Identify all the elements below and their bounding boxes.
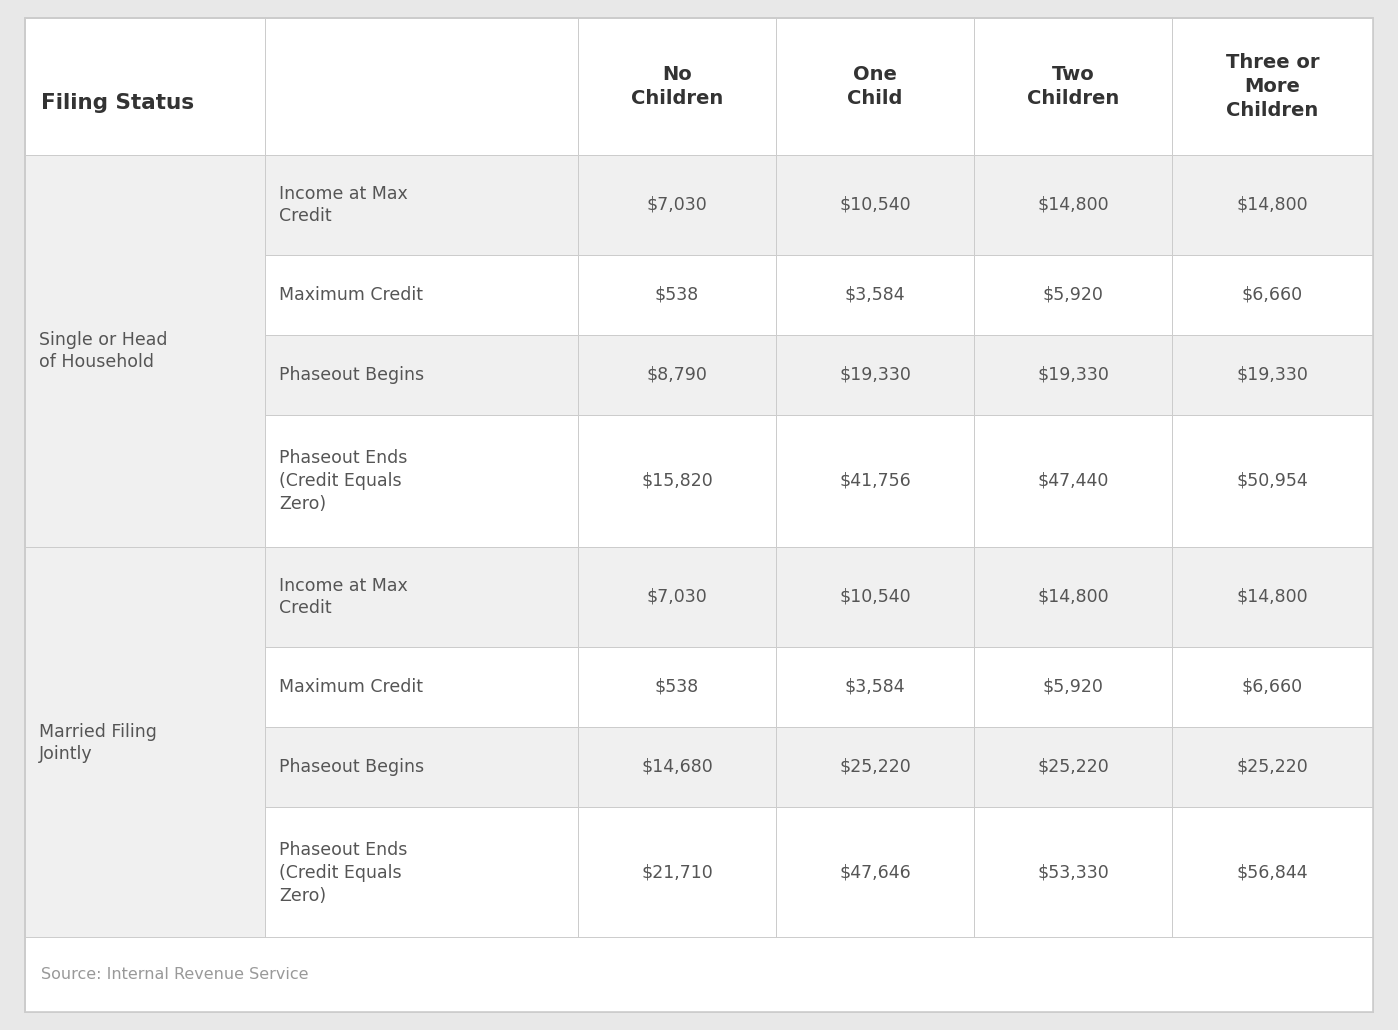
Bar: [577, 727, 776, 806]
Text: $15,820: $15,820: [642, 472, 713, 490]
Text: $21,710: $21,710: [642, 864, 713, 882]
Bar: [974, 18, 1172, 154]
Bar: [776, 547, 974, 647]
Bar: [974, 547, 1172, 647]
Bar: [266, 806, 577, 939]
Text: Married Filing
Jointly: Married Filing Jointly: [39, 723, 157, 763]
Text: $50,954: $50,954: [1237, 472, 1309, 490]
Bar: [1172, 154, 1373, 255]
Text: $538: $538: [654, 286, 699, 304]
Text: Three or
More
Children: Three or More Children: [1226, 54, 1320, 119]
Text: $47,440: $47,440: [1037, 472, 1109, 490]
Bar: [1172, 647, 1373, 727]
Text: $5,920: $5,920: [1043, 286, 1103, 304]
Bar: [577, 547, 776, 647]
Text: $14,800: $14,800: [1237, 588, 1309, 606]
Text: $53,330: $53,330: [1037, 864, 1109, 882]
Text: Single or Head
of Household: Single or Head of Household: [39, 331, 168, 372]
Bar: [974, 647, 1172, 727]
Text: Phaseout Ends
(Credit Equals
Zero): Phaseout Ends (Credit Equals Zero): [280, 449, 407, 513]
Bar: [266, 335, 577, 415]
Bar: [577, 335, 776, 415]
Text: Phaseout Begins: Phaseout Begins: [280, 758, 424, 776]
Text: $8,790: $8,790: [646, 366, 707, 384]
Text: $6,660: $6,660: [1241, 286, 1303, 304]
Bar: [266, 547, 577, 647]
Text: $7,030: $7,030: [647, 196, 707, 214]
Bar: [974, 727, 1172, 806]
Bar: [776, 18, 974, 154]
Text: $19,330: $19,330: [839, 366, 911, 384]
Bar: [776, 647, 974, 727]
Bar: [974, 335, 1172, 415]
Bar: [1172, 415, 1373, 547]
Bar: [266, 18, 577, 154]
Bar: [25, 154, 266, 547]
Bar: [266, 647, 577, 727]
Text: Income at Max
Credit: Income at Max Credit: [280, 184, 408, 226]
Text: $10,540: $10,540: [839, 196, 911, 214]
Text: $3,584: $3,584: [844, 286, 906, 304]
Bar: [266, 415, 577, 547]
Bar: [974, 415, 1172, 547]
Bar: [577, 18, 776, 154]
Text: Maximum Credit: Maximum Credit: [280, 678, 424, 696]
Text: Filing Status: Filing Status: [41, 93, 194, 113]
Text: $14,680: $14,680: [642, 758, 713, 776]
Text: Income at Max
Credit: Income at Max Credit: [280, 577, 408, 617]
Text: $6,660: $6,660: [1241, 678, 1303, 696]
Bar: [25, 547, 266, 939]
Bar: [776, 415, 974, 547]
Bar: [266, 727, 577, 806]
Bar: [974, 154, 1172, 255]
Bar: [776, 335, 974, 415]
Bar: [1172, 255, 1373, 335]
Bar: [25, 18, 1373, 154]
Text: $14,800: $14,800: [1037, 588, 1109, 606]
Text: Maximum Credit: Maximum Credit: [280, 286, 424, 304]
Text: $19,330: $19,330: [1037, 366, 1109, 384]
Text: $7,030: $7,030: [647, 588, 707, 606]
Bar: [577, 154, 776, 255]
Text: $25,220: $25,220: [1037, 758, 1109, 776]
Text: One
Child: One Child: [847, 65, 903, 108]
Bar: [266, 154, 577, 255]
Text: $538: $538: [654, 678, 699, 696]
Bar: [577, 647, 776, 727]
Bar: [577, 255, 776, 335]
Bar: [776, 727, 974, 806]
Text: Source: Internal Revenue Service: Source: Internal Revenue Service: [41, 967, 309, 982]
Text: $56,844: $56,844: [1237, 864, 1309, 882]
Text: $3,584: $3,584: [844, 678, 906, 696]
Text: Phaseout Begins: Phaseout Begins: [280, 366, 424, 384]
Text: $14,800: $14,800: [1237, 196, 1309, 214]
Text: $19,330: $19,330: [1237, 366, 1309, 384]
Text: $5,920: $5,920: [1043, 678, 1103, 696]
Text: $25,220: $25,220: [1237, 758, 1309, 776]
Bar: [1172, 727, 1373, 806]
Text: $47,646: $47,646: [839, 864, 911, 882]
Bar: [974, 806, 1172, 939]
Bar: [577, 415, 776, 547]
Text: Phaseout Ends
(Credit Equals
Zero): Phaseout Ends (Credit Equals Zero): [280, 842, 407, 905]
Bar: [266, 255, 577, 335]
Text: Two
Children: Two Children: [1028, 65, 1120, 108]
Bar: [974, 255, 1172, 335]
Bar: [25, 937, 1373, 1012]
Bar: [1172, 547, 1373, 647]
Text: $41,756: $41,756: [839, 472, 911, 490]
Text: No
Children: No Children: [630, 65, 723, 108]
Bar: [776, 255, 974, 335]
Bar: [776, 154, 974, 255]
Text: $10,540: $10,540: [839, 588, 911, 606]
Text: $14,800: $14,800: [1037, 196, 1109, 214]
Bar: [25, 18, 266, 154]
Bar: [776, 806, 974, 939]
Bar: [1172, 806, 1373, 939]
Bar: [1172, 335, 1373, 415]
Bar: [1172, 18, 1373, 154]
Text: $25,220: $25,220: [839, 758, 911, 776]
Bar: [577, 806, 776, 939]
